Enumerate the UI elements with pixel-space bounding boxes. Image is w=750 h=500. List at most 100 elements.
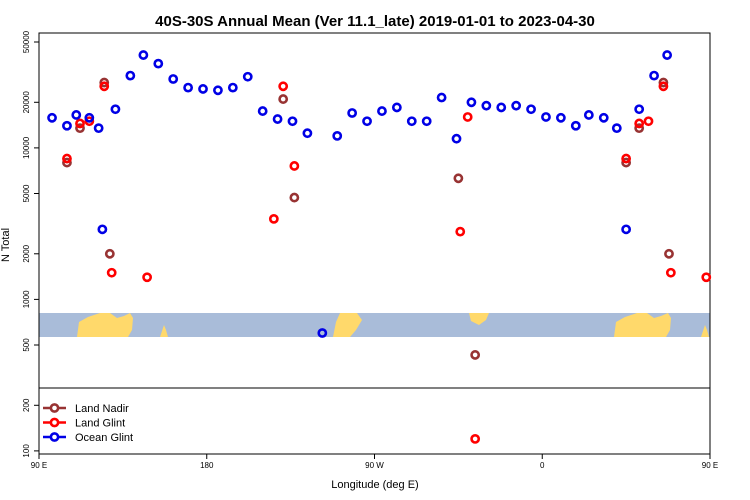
ocean-glint-point bbox=[332, 130, 343, 141]
ocean-glint-point bbox=[451, 133, 462, 144]
x-tick-label: 90 E bbox=[702, 461, 718, 470]
land-glint-point bbox=[621, 153, 632, 164]
ocean-glint-point bbox=[611, 123, 622, 134]
x-tick-label: 180 bbox=[200, 461, 214, 470]
ocean-glint-point bbox=[62, 120, 72, 131]
ocean-glint-point bbox=[287, 116, 298, 127]
y-tick-label: 50000 bbox=[22, 30, 31, 53]
ocean-glint-point bbox=[84, 112, 95, 123]
ocean-glint-point bbox=[391, 102, 402, 113]
ocean-glint-point bbox=[302, 128, 313, 139]
y-tick-label: 100 bbox=[22, 444, 31, 458]
x-tick-label: 90 W bbox=[365, 461, 384, 470]
land-glint-point bbox=[289, 161, 300, 171]
plot-frame bbox=[38, 32, 711, 455]
ocean-glint-point bbox=[110, 104, 121, 115]
ocean-glint-point bbox=[634, 104, 645, 115]
ocean-glint-point bbox=[227, 82, 238, 93]
land-glint-point bbox=[142, 272, 153, 283]
land-nadir-point bbox=[658, 77, 669, 88]
ocean-glint-point bbox=[377, 106, 387, 116]
land-nadir-point bbox=[104, 248, 115, 259]
y-tick-label: 500 bbox=[22, 338, 31, 352]
ocean-glint-point bbox=[583, 110, 594, 120]
map-ocean bbox=[39, 313, 710, 337]
x-tick-label: 0 bbox=[540, 461, 545, 470]
land-glint-point bbox=[658, 81, 669, 92]
ocean-glint-point bbox=[570, 120, 581, 131]
ocean-glint-point bbox=[198, 84, 208, 94]
land-nadir-point bbox=[99, 77, 110, 88]
map-land-southafrica bbox=[469, 313, 489, 325]
land-nadir-point bbox=[278, 94, 289, 104]
ocean-glint-point bbox=[125, 70, 136, 81]
land-glint-point bbox=[701, 272, 712, 283]
world-map-strip bbox=[39, 313, 710, 337]
ocean-glint-point bbox=[598, 112, 609, 123]
ocean-glint-point bbox=[662, 50, 673, 60]
land-nadir-point bbox=[75, 123, 85, 134]
ocean-glint-point bbox=[541, 112, 551, 122]
ocean-glint-point bbox=[93, 123, 104, 134]
ocean-glint-point bbox=[168, 74, 179, 84]
land-glint-point bbox=[99, 81, 110, 92]
land-nadir-point bbox=[289, 192, 300, 203]
ocean-glint-point bbox=[421, 116, 432, 127]
legend-item-land-glint: Land Glint bbox=[43, 418, 125, 430]
land-glint-point bbox=[62, 153, 72, 164]
map-land-southamerica bbox=[333, 313, 362, 337]
land-glint-point bbox=[462, 112, 473, 122]
y-tick-label: 5000 bbox=[22, 184, 31, 202]
land-glint-point bbox=[75, 118, 85, 129]
land-glint-point bbox=[634, 118, 645, 129]
y-tick-label: 1000 bbox=[22, 290, 31, 308]
data-points bbox=[47, 50, 712, 444]
ocean-glint-point bbox=[481, 100, 492, 111]
land-glint-point bbox=[106, 267, 117, 278]
ocean-glint-point bbox=[621, 224, 632, 235]
ocean-glint-point bbox=[138, 50, 149, 60]
ocean-glint-point bbox=[153, 58, 164, 69]
y-tick-label: 10000 bbox=[22, 136, 31, 159]
legend-label: Ocean Glint bbox=[75, 432, 133, 444]
ocean-glint-point bbox=[242, 71, 253, 82]
map-land-australia-repeat bbox=[614, 313, 671, 337]
x-axis: 90 E 180 90 W 0 90 E bbox=[31, 454, 718, 470]
legend-item-land-nadir: Land Nadir bbox=[43, 403, 129, 415]
chart-title: 40S-30S Annual Mean (Ver 11.1_late) 2019… bbox=[155, 13, 595, 30]
ocean-glint-point bbox=[362, 116, 372, 127]
ocean-glint-point bbox=[183, 82, 194, 93]
land-glint-point bbox=[455, 226, 466, 237]
x-tick-label: 90 E bbox=[31, 461, 47, 470]
ocean-glint-point bbox=[496, 102, 507, 113]
land-glint-point bbox=[665, 267, 676, 278]
land-nadir-point bbox=[453, 173, 464, 184]
ocean-glint-point bbox=[555, 112, 566, 123]
ocean-glint-point bbox=[257, 106, 268, 116]
land-glint-point bbox=[643, 116, 654, 127]
y-axis: 100 200 500 1000 2000 5000 10000 20000 50000 bbox=[22, 30, 39, 458]
ocean-glint-point bbox=[272, 114, 283, 124]
land-nadir-point bbox=[634, 123, 645, 134]
map-land-newzealand-repeat bbox=[701, 325, 709, 337]
ocean-glint-point bbox=[436, 92, 447, 103]
land-glint-point bbox=[268, 213, 279, 224]
land-nadir-point bbox=[470, 350, 481, 360]
ocean-glint-point bbox=[406, 116, 417, 127]
legend: Land Nadir Land Glint Ocean Glint bbox=[43, 403, 133, 444]
y-tick-label: 20000 bbox=[22, 91, 31, 114]
ocean-glint-point bbox=[47, 112, 57, 123]
ocean-glint-point bbox=[71, 110, 82, 120]
ocean-glint-point bbox=[97, 224, 108, 235]
land-nadir-point bbox=[621, 157, 632, 168]
ocean-glint-point bbox=[466, 97, 477, 108]
x-axis-label: Longitude (deg E) bbox=[331, 479, 418, 491]
legend-label: Land Glint bbox=[75, 418, 125, 430]
ocean-glint-point bbox=[317, 328, 328, 338]
y-tick-label: 200 bbox=[22, 398, 31, 412]
ocean-glint-point bbox=[649, 70, 659, 81]
legend-swatch-marker bbox=[49, 432, 60, 442]
land-glint-point bbox=[470, 433, 481, 444]
legend-label: Land Nadir bbox=[75, 403, 129, 415]
